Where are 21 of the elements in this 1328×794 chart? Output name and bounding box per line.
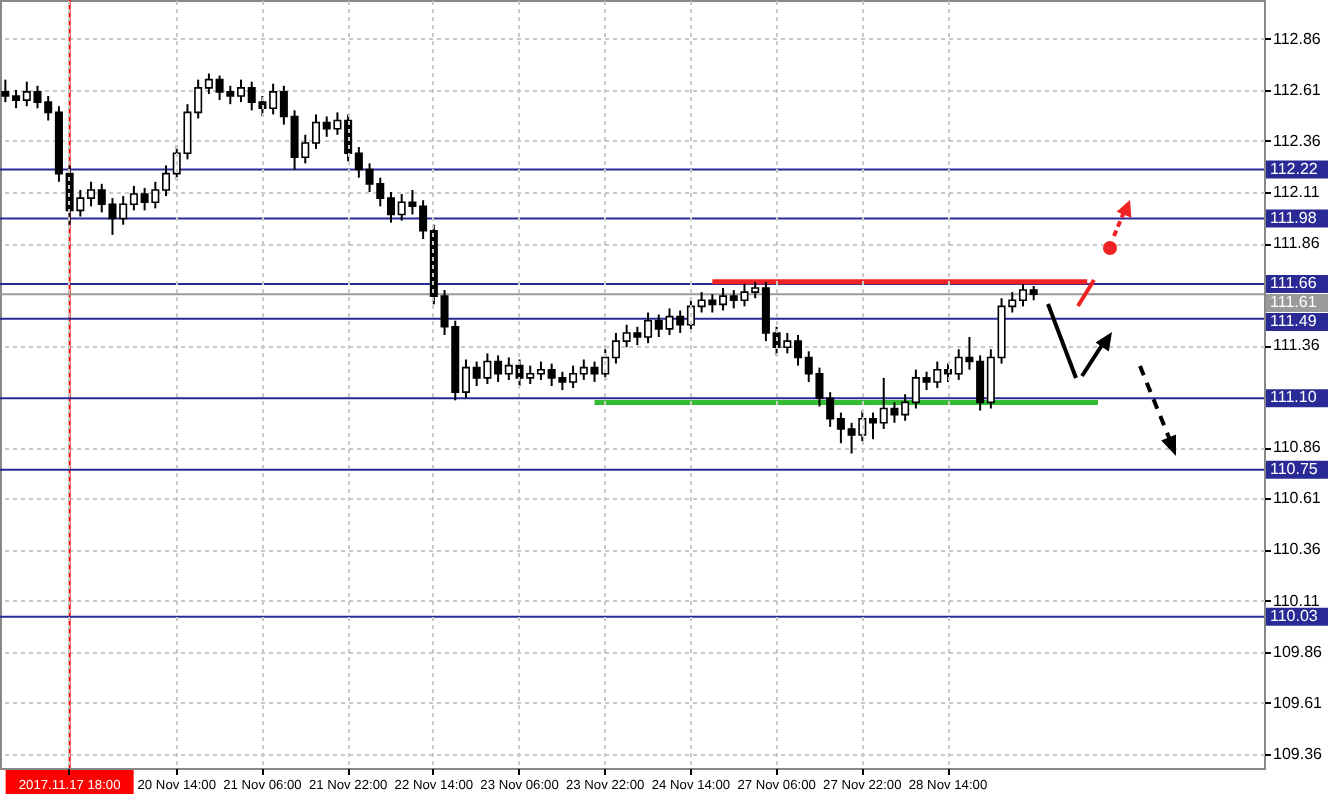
y-tick-label: 110.86 — [1273, 438, 1322, 457]
y-tick-label: 110.11 — [1273, 591, 1321, 610]
y-tick-label: 112.61 — [1273, 80, 1322, 99]
y-tick-label: 109.86 — [1273, 642, 1324, 661]
ref-line-label: 111.98 — [1270, 208, 1318, 227]
y-tick-label: 109.36 — [1273, 744, 1324, 763]
y-tick-label: 112.36 — [1273, 131, 1322, 150]
y-tick-label: 112.11 — [1273, 183, 1321, 201]
ref-line-label: 111.61 — [1270, 292, 1318, 311]
y-tick-label: 111.36 — [1273, 336, 1321, 355]
ref-line-label: 111.10 — [1270, 388, 1318, 407]
ref-line-label: 110.03 — [1270, 606, 1319, 625]
ref-line-label: 112.22 — [1270, 159, 1319, 178]
ref-line-label: 110.75 — [1270, 459, 1319, 478]
y-tick-label: 111.86 — [1273, 234, 1321, 253]
ref-line-label: 111.49 — [1270, 311, 1318, 330]
y-tick-label: 112.86 — [1273, 29, 1322, 48]
y-tick-label: 110.61 — [1273, 489, 1322, 508]
ref-line-label: 111.66 — [1270, 273, 1318, 292]
y-tick-label: 110.36 — [1273, 540, 1322, 559]
y-tick-label: 109.61 — [1273, 693, 1324, 712]
